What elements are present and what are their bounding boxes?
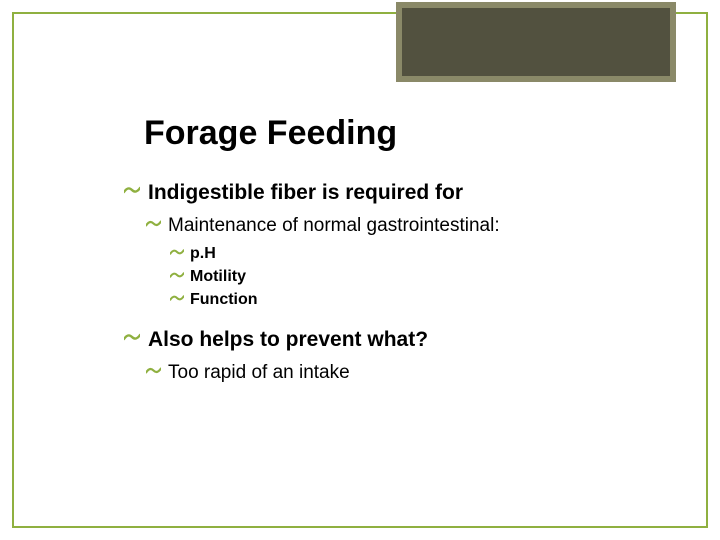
wave-bullet-icon — [170, 293, 186, 309]
slide-title: Forage Feeding — [144, 114, 646, 153]
wave-bullet-icon — [124, 184, 140, 200]
bullet-l3: Motility — [170, 268, 646, 286]
wave-bullet-icon — [170, 270, 186, 286]
wave-bullet-icon — [170, 247, 186, 263]
bullet-l1: Also helps to prevent what? — [124, 328, 646, 352]
bullet-text: p.H — [190, 245, 216, 262]
bullet-l2: Too rapid of an intake — [146, 362, 646, 384]
bullet-l2: Maintenance of normal gastrointestinal: — [146, 215, 646, 237]
bullet-text: Also helps to prevent what? — [148, 328, 428, 351]
content-area: Forage Feeding Indigestible fiber is req… — [14, 114, 706, 392]
title-bar-decoration — [396, 2, 676, 82]
bullet-text: Motility — [190, 268, 246, 285]
bullet-text: Maintenance of normal gastrointestinal: — [168, 215, 500, 236]
bullet-text: Indigestible fiber is required for — [148, 181, 463, 204]
bullet-text: Too rapid of an intake — [168, 362, 350, 383]
spacer — [124, 314, 646, 328]
bullet-l1: Indigestible fiber is required for — [124, 181, 646, 205]
bullet-text: Function — [190, 291, 258, 308]
bullet-l3: Function — [170, 291, 646, 309]
wave-bullet-icon — [146, 218, 162, 234]
slide-frame: Forage Feeding Indigestible fiber is req… — [12, 12, 708, 528]
bullet-l3: p.H — [170, 245, 646, 263]
wave-bullet-icon — [124, 331, 140, 347]
wave-bullet-icon — [146, 365, 162, 381]
